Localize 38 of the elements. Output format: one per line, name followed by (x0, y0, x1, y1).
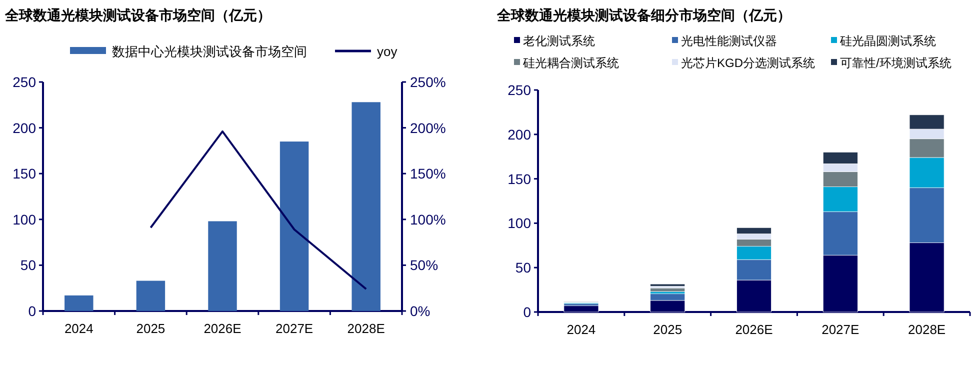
y2-tick-label: 0% (410, 303, 430, 319)
legend-label: yoy (377, 44, 398, 59)
y2-tick-label: 50% (410, 257, 438, 274)
legend-label: 硅光耦合测试系统 (522, 56, 619, 70)
legend-label: 硅光晶圆测试系统 (839, 34, 936, 48)
y-tick-label: 50 (515, 260, 532, 276)
legend-label: 数据中心光模块测试设备市场空间 (112, 44, 307, 59)
x-tick-label: 2025 (653, 322, 682, 337)
y-tick-label: 250 (12, 74, 36, 90)
y-tick-label: 0 (28, 303, 36, 319)
chart-title: 全球数通光模块测试设备细分市场空间（亿元） (496, 7, 791, 23)
x-tick-label: 2027E (276, 321, 314, 336)
x-tick-label: 2028E (908, 322, 946, 337)
y-tick-label: 250 (508, 82, 532, 98)
y-tick-label: 100 (12, 211, 36, 228)
x-tick-label: 2024 (566, 322, 596, 337)
y-tick-label: 50 (20, 257, 36, 274)
legend-label: 光芯片KGD分选测试系统 (681, 56, 816, 70)
y-tick-label: 100 (508, 215, 532, 232)
legend-label: 老化测试系统 (523, 34, 595, 48)
y-tick-label: 200 (508, 126, 532, 142)
legend-label: 光电性能测试仪器 (681, 34, 777, 48)
x-tick-label: 2027E (822, 322, 860, 337)
chart-title: 全球数通光模块测试设备市场空间（亿元） (4, 7, 271, 23)
x-tick-label: 2026E (204, 321, 242, 336)
x-tick-label: 2026E (735, 322, 774, 337)
x-tick-label: 2024 (64, 321, 94, 336)
y-tick-label: 150 (12, 166, 36, 182)
y2-tick-label: 200% (410, 120, 446, 136)
y2-tick-label: 150% (410, 166, 446, 182)
legend-label: 可靠性/环境测试系统 (840, 56, 952, 70)
y2-tick-label: 100% (410, 211, 446, 228)
x-tick-label: 2025 (136, 321, 166, 336)
y2-tick-label: 250% (410, 74, 446, 90)
y-tick-label: 150 (508, 170, 532, 187)
y-tick-label: 0 (523, 304, 532, 320)
x-tick-label: 2028E (347, 321, 386, 336)
y-tick-label: 200 (12, 120, 36, 136)
